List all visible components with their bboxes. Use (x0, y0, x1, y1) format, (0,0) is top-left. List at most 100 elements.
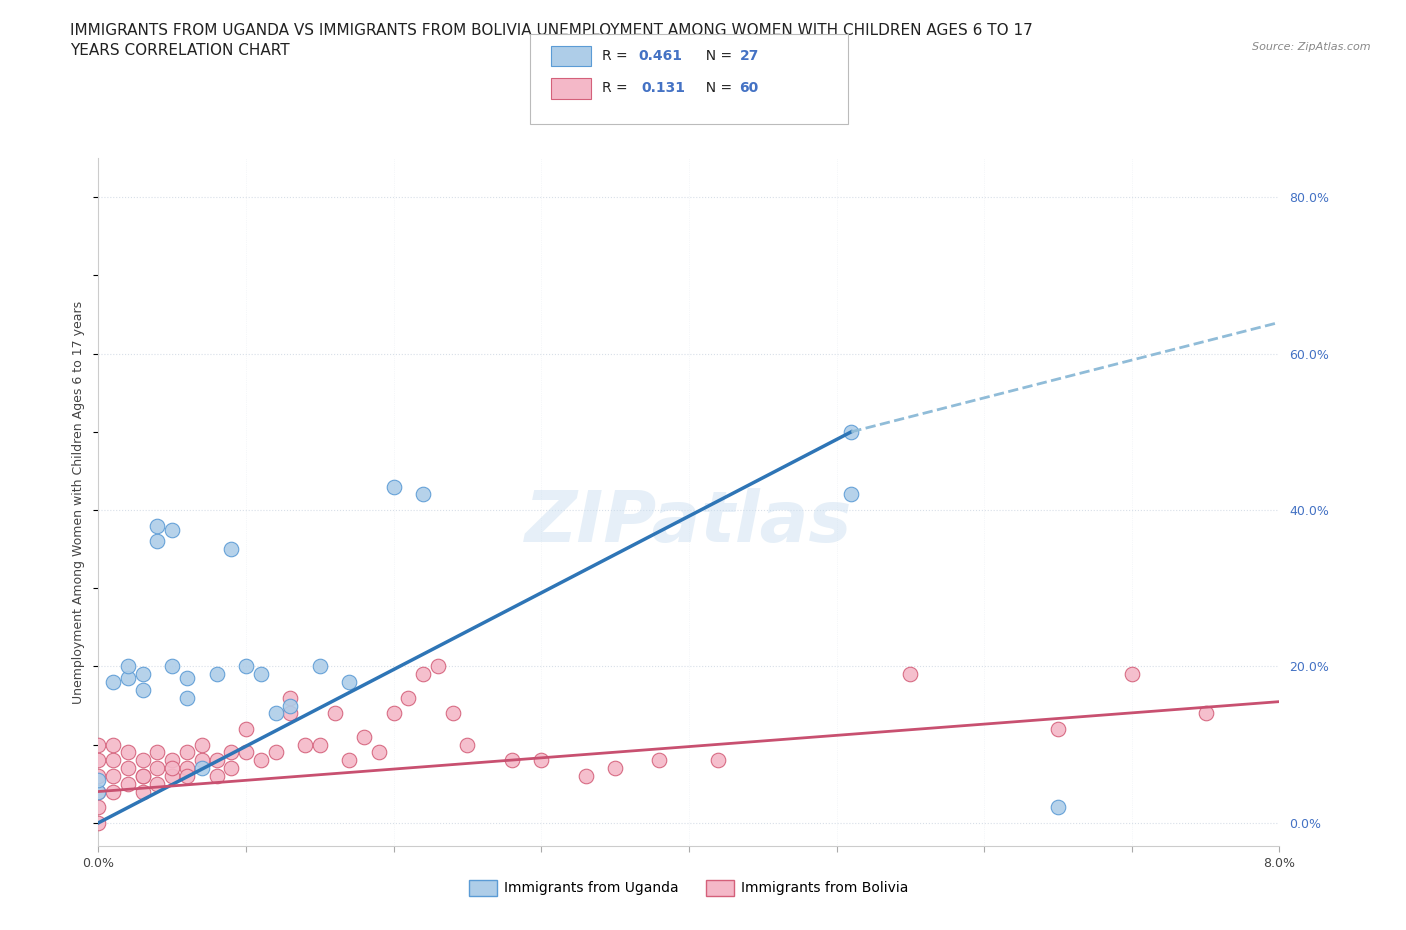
Point (146, 518, 169, 533)
Point (839, 424, 862, 439)
Point (205, 667, 228, 682)
Point (176, 690, 198, 705)
Point (103, 784, 125, 799)
Point (574, 768, 596, 783)
Point (308, 737, 332, 752)
Text: 0.131: 0.131 (641, 81, 685, 96)
Point (87, 800, 110, 815)
Point (235, 745, 257, 760)
Point (162, 761, 183, 776)
Point (353, 729, 375, 744)
Point (103, 768, 125, 783)
Point (205, 768, 228, 783)
Point (456, 737, 478, 752)
Point (382, 706, 405, 721)
Point (132, 667, 155, 682)
Point (162, 753, 183, 768)
Point (117, 659, 139, 674)
Point (132, 683, 155, 698)
Point (162, 768, 183, 783)
Point (103, 737, 125, 752)
Point (87, 816, 110, 830)
Point (501, 753, 523, 768)
Point (250, 667, 273, 682)
Point (146, 777, 169, 791)
Point (219, 541, 242, 556)
Point (146, 745, 169, 760)
Text: R =: R = (602, 81, 636, 96)
Point (605, 761, 627, 776)
Point (1121, 667, 1143, 682)
Text: 60: 60 (740, 81, 759, 96)
Point (839, 487, 862, 502)
Text: ZIPatlas: ZIPatlas (526, 488, 852, 557)
Point (117, 761, 139, 776)
Point (1194, 706, 1216, 721)
Point (146, 761, 169, 776)
Point (426, 659, 449, 674)
Point (87, 753, 110, 768)
Point (117, 745, 139, 760)
Point (132, 768, 155, 783)
Point (191, 761, 214, 776)
Point (323, 706, 346, 721)
Text: N =: N = (697, 81, 737, 96)
Point (707, 753, 730, 768)
Legend: Immigrants from Uganda, Immigrants from Bolivia: Immigrants from Uganda, Immigrants from … (464, 874, 914, 901)
Point (219, 745, 242, 760)
Point (219, 761, 242, 776)
Point (146, 534, 169, 549)
Point (132, 753, 155, 768)
Point (191, 737, 214, 752)
Point (162, 522, 183, 537)
Text: 0.461: 0.461 (638, 48, 682, 63)
Point (900, 667, 922, 682)
Point (87, 773, 110, 788)
Point (337, 753, 360, 768)
Point (235, 722, 257, 737)
Text: Source: ZipAtlas.com: Source: ZipAtlas.com (1253, 42, 1371, 52)
Point (308, 659, 332, 674)
Point (1046, 722, 1069, 737)
Point (162, 659, 183, 674)
Text: IMMIGRANTS FROM UGANDA VS IMMIGRANTS FROM BOLIVIA UNEMPLOYMENT AMONG WOMEN WITH : IMMIGRANTS FROM UGANDA VS IMMIGRANTS FRO… (70, 23, 1033, 58)
Point (176, 671, 198, 685)
Y-axis label: Unemployment Among Women with Children Ages 6 to 17 years: Unemployment Among Women with Children A… (72, 300, 86, 704)
Point (103, 753, 125, 768)
Point (87, 784, 110, 799)
Point (1046, 800, 1069, 815)
Point (205, 753, 228, 768)
Point (278, 690, 302, 705)
Point (278, 706, 302, 721)
Point (132, 768, 155, 783)
Point (278, 698, 302, 713)
Point (250, 753, 273, 768)
Point (530, 753, 553, 768)
Point (264, 745, 287, 760)
Point (648, 753, 671, 768)
Point (103, 674, 125, 689)
Point (396, 690, 419, 705)
Point (191, 753, 214, 768)
Point (382, 479, 405, 494)
Point (412, 667, 434, 682)
Point (117, 671, 139, 685)
Point (367, 745, 389, 760)
Text: N =: N = (697, 48, 737, 63)
Point (87, 768, 110, 783)
Point (132, 784, 155, 799)
Text: 27: 27 (740, 48, 759, 63)
Point (412, 487, 434, 502)
Point (117, 777, 139, 791)
Point (176, 745, 198, 760)
Point (235, 659, 257, 674)
Point (176, 761, 198, 776)
Point (441, 706, 464, 721)
Point (264, 706, 287, 721)
Point (176, 768, 198, 783)
Point (294, 737, 316, 752)
Point (337, 674, 360, 689)
Text: R =: R = (602, 48, 631, 63)
Point (87, 737, 110, 752)
Point (87, 784, 110, 799)
